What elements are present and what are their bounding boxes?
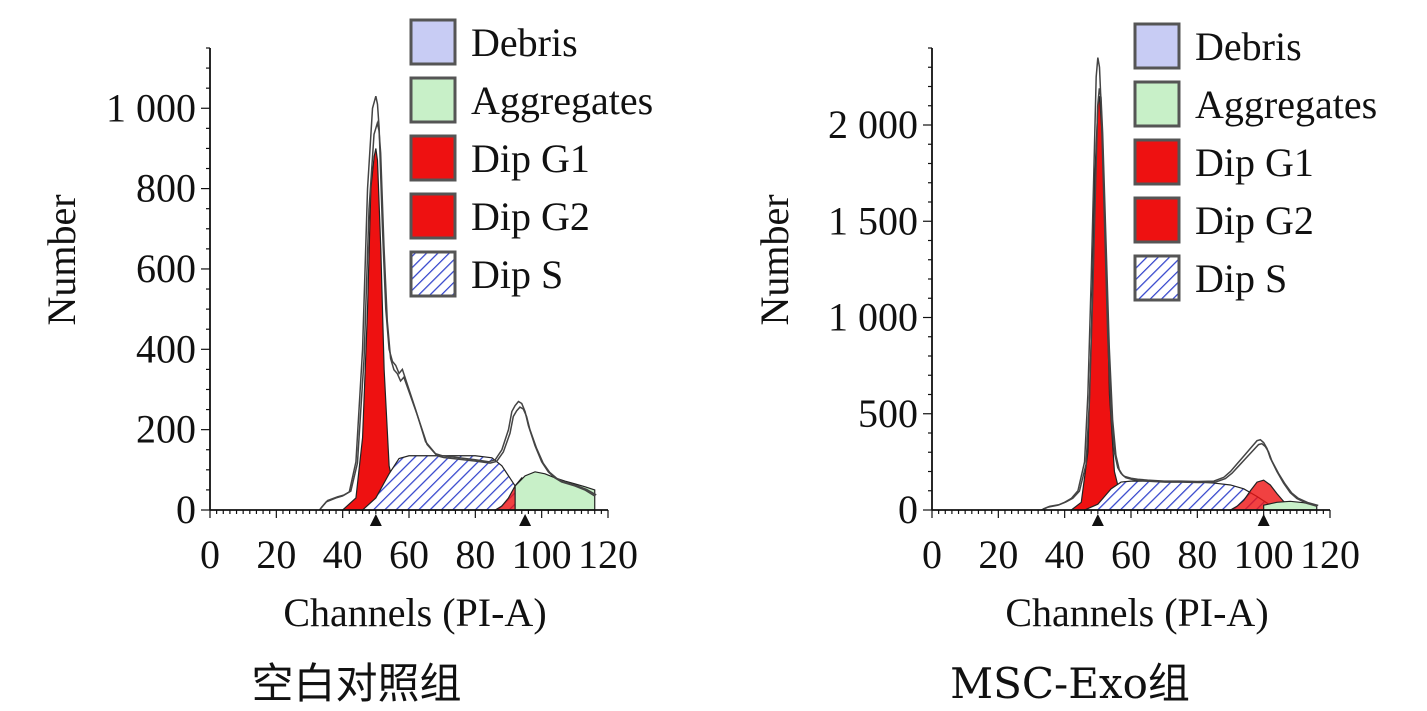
- chart-panel-control: 0 20 40 60 80 100 120 0 200 400 600 800 1 000 Channel…: [0, 0, 713, 709]
- x-tick-label: 0: [200, 532, 220, 577]
- legend-swatch: [409, 192, 457, 240]
- y-tick-label: 600: [136, 246, 196, 291]
- y-axis-title: Number: [752, 194, 797, 325]
- y-tick-label: 0: [176, 487, 196, 532]
- legend-label: Dip G1: [1195, 140, 1314, 185]
- x-axis-title: Channels (PI-A): [1005, 590, 1268, 635]
- y-axis-title: Number: [39, 194, 84, 325]
- peak-marker-icon: [1257, 514, 1270, 526]
- y-tick-label: 200: [136, 407, 196, 452]
- x-tick-label: 40: [1045, 532, 1085, 577]
- y-tick-label: 1 500: [828, 198, 918, 243]
- chart-caption: MSC-Exo组: [950, 659, 1190, 708]
- histogram-outline: [1042, 88, 1319, 510]
- legend-swatch: [409, 250, 457, 298]
- x-axis-title: Channels (PI-A): [283, 590, 546, 635]
- legend-swatch: [1133, 254, 1181, 302]
- legend-label: Debris: [471, 20, 578, 65]
- legend-swatch: [1133, 22, 1181, 70]
- legend-swatch: [409, 134, 457, 182]
- legend-swatch: [1133, 196, 1181, 244]
- legend-swatch: [1133, 80, 1181, 128]
- peak-marker-icon: [519, 514, 532, 526]
- chart-caption: 空白对照组: [251, 659, 462, 708]
- histogram-chart-msc-exo: 0 20 40 60 80 100 120 0 500 1 000 1 500 2 000 Channe…: [752, 22, 1377, 635]
- legend-label: Aggregates: [1195, 82, 1377, 127]
- y-tick-label: 0: [898, 487, 918, 532]
- x-tick-label: 60: [389, 532, 429, 577]
- x-tick-label: 100: [512, 532, 572, 577]
- legend-label: Dip G2: [1195, 198, 1314, 243]
- legend-swatch: [409, 18, 457, 66]
- peak-marker-icon: [369, 514, 382, 526]
- histogram-chart-control: 0 20 40 60 80 100 120 0 200 400 600 800 1 000 Channel…: [39, 18, 653, 635]
- legend-label: Dip G2: [471, 194, 590, 239]
- x-tick-label: 20: [978, 532, 1018, 577]
- x-tick-label: 80: [1177, 532, 1217, 577]
- x-tick-label: 60: [1111, 532, 1151, 577]
- histogram-outline: [320, 120, 597, 509]
- x-tick-label: 120: [578, 532, 638, 577]
- peak-marker-icon: [1091, 514, 1104, 526]
- legend-label: Dip G1: [471, 136, 590, 181]
- y-tick-label: 1 000: [828, 295, 918, 340]
- y-tick-label: 500: [858, 391, 918, 436]
- x-tick-label: 80: [455, 532, 495, 577]
- legend-swatch: [409, 76, 457, 124]
- x-tick-label: 20: [256, 532, 296, 577]
- y-tick-label: 2 000: [828, 102, 918, 147]
- y-tick-label: 800: [136, 166, 196, 211]
- chart-panel-msc-exo: 0 20 40 60 80 100 120 0 500 1 000 1 500 2 000 Channe…: [713, 0, 1427, 709]
- legend-swatch: [1133, 138, 1181, 186]
- y-tick-label: 1 000: [106, 85, 196, 130]
- x-tick-label: 40: [323, 532, 363, 577]
- x-tick-label: 100: [1234, 532, 1294, 577]
- legend-label: Dip S: [1195, 256, 1287, 301]
- legend-label: Aggregates: [471, 78, 653, 123]
- x-tick-label: 0: [922, 532, 942, 577]
- legend-label: Dip S: [471, 252, 563, 297]
- y-tick-label: 400: [136, 326, 196, 371]
- series-area-dip-g1: [341, 148, 416, 511]
- legend-label: Debris: [1195, 24, 1302, 69]
- x-tick-label: 120: [1300, 532, 1360, 577]
